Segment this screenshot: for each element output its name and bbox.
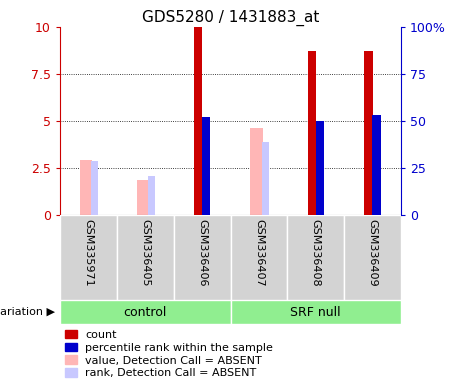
Bar: [60, 215, 117, 300]
Bar: [230, 300, 401, 324]
Text: SRF null: SRF null: [290, 306, 341, 318]
Bar: [230, 215, 287, 300]
Text: GSM336409: GSM336409: [367, 219, 378, 287]
Bar: [250, 127, 263, 215]
Bar: [117, 215, 174, 300]
Text: GSM335971: GSM335971: [83, 219, 94, 287]
Text: GSM336405: GSM336405: [140, 219, 150, 287]
Bar: [262, 142, 269, 215]
Text: control: control: [124, 306, 167, 318]
Bar: [364, 51, 373, 215]
Legend: count, percentile rank within the sample, value, Detection Call = ABSENT, rank, : count, percentile rank within the sample…: [65, 330, 273, 379]
Bar: [174, 215, 230, 300]
Text: genotype/variation ▶: genotype/variation ▶: [0, 307, 55, 317]
Bar: [148, 175, 155, 215]
Bar: [202, 117, 210, 215]
Bar: [136, 180, 149, 215]
Text: GSM336407: GSM336407: [254, 219, 264, 287]
Bar: [287, 215, 344, 300]
Bar: [372, 115, 381, 215]
Title: GDS5280 / 1431883_at: GDS5280 / 1431883_at: [142, 9, 319, 25]
Bar: [60, 300, 230, 324]
Text: GSM336406: GSM336406: [197, 219, 207, 287]
Bar: [315, 121, 324, 215]
Bar: [91, 161, 98, 215]
Bar: [194, 27, 202, 215]
Bar: [80, 161, 92, 215]
Bar: [307, 51, 316, 215]
Bar: [344, 215, 401, 300]
Text: GSM336408: GSM336408: [311, 219, 321, 287]
